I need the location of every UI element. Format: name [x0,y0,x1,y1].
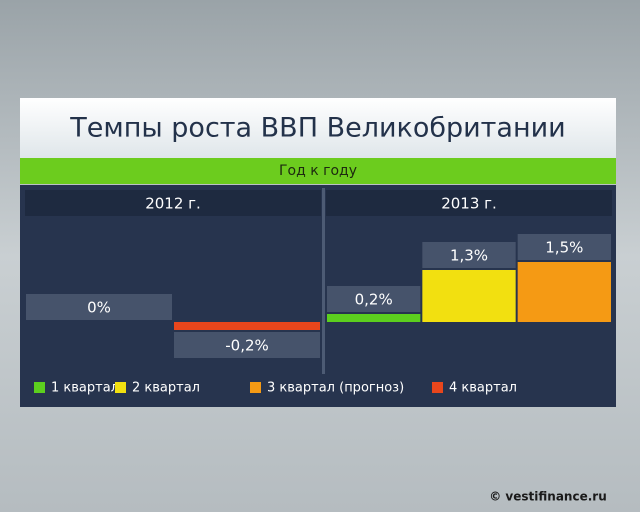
subtitle-bar [20,158,616,184]
x-tick-label: 2012 г. [145,195,201,213]
value-label-box [26,294,172,320]
x-tick-label: 2013 г. [441,195,497,213]
title-box [20,98,616,158]
value-label: 1,5% [545,239,583,257]
subtitle: Год к году [279,163,357,179]
value-label-box [422,242,516,268]
group-header [326,190,612,216]
legend-label: 3 квартал (прогноз) [267,381,404,396]
value-label-box [174,332,320,358]
value-label: 1,3% [450,247,488,265]
bar [517,262,611,322]
bar [422,270,516,322]
legend-label: 2 квартал [132,381,200,396]
legend-label: 4 квартал [449,381,517,396]
value-label-box [517,234,611,260]
value-label-box [327,286,421,312]
chart-title: Темпы роста ВВП Великобритании [69,113,565,144]
legend-swatch [115,382,126,393]
legend-label: 1 квартал [51,381,119,396]
value-label: 0% [87,299,111,317]
watermark: © vestifinance.ru [489,490,606,504]
group-header [25,190,321,216]
legend-swatch [250,382,261,393]
value-label: -0,2% [225,337,269,355]
bar [327,314,421,322]
legend-swatch [432,382,443,393]
divider [322,188,325,374]
value-label: 0,2% [355,291,393,309]
legend-swatch [34,382,45,393]
bar [174,322,320,330]
